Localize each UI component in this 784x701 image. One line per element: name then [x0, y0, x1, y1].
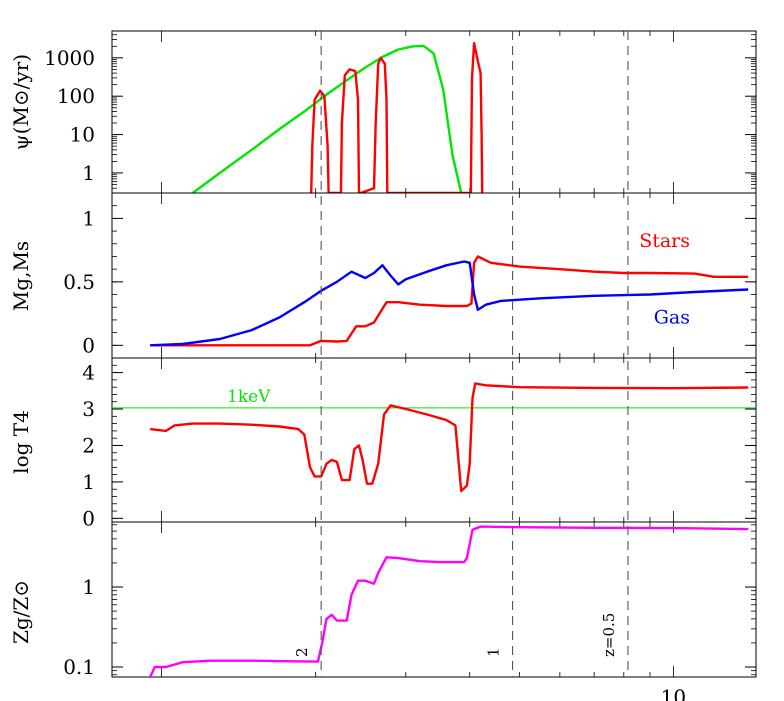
y-tick-label: 1000 [44, 46, 95, 70]
series-group-star-formation-rate [191, 42, 484, 193]
y-tick-label: 1 [82, 575, 95, 599]
y-tick-label: 0 [82, 333, 95, 357]
y-tick-label: 3 [82, 397, 95, 421]
redshift-marker-label: z=0.5 [600, 613, 618, 657]
panels: 1000100101ψ(M⊙/yr)10.50Mg,MsStarsGas4321… [9, 30, 757, 679]
mass-fractions-stars-line [150, 255, 749, 347]
redshift-marker-label: 1 [485, 647, 503, 657]
y-axis-label: Mg,Ms [9, 241, 33, 311]
y-tick-label: 2 [82, 433, 95, 457]
y-axis-label: ψ(M⊙/yr) [9, 54, 33, 150]
reference-line-label: 1keV [227, 387, 271, 407]
y-axis-label: log T4 [9, 410, 33, 474]
panel-metallicity: 1 0.1 Zg/Z⊙ [9, 521, 757, 679]
panel-temperature: 4 3 2 1 0 log T4 1keV [9, 357, 757, 530]
y-tick-label: 1 [82, 161, 95, 185]
y-tick-label: 100 [57, 84, 95, 108]
y-tick-label: 10 [70, 123, 95, 147]
series-group-metallicity [149, 525, 749, 677]
star-formation-rate-series-2-line [310, 42, 484, 193]
y-tick-label: 0.1 [63, 655, 95, 679]
panel-star-formation-rate: 1000 100 10 1 ψ(M⊙/yr) [9, 30, 757, 194]
series-group-mass-fractions [150, 255, 749, 347]
series-group-temperature [150, 382, 749, 493]
y-axis-label: Zg/Z⊙ [9, 580, 33, 644]
mass-fractions-gas-line [150, 260, 749, 347]
legend-label-stars: Stars [639, 230, 690, 252]
y-tick-label: 1 [82, 470, 95, 494]
temperature-series-1-line [150, 382, 749, 493]
y-tick-label: 0 [82, 506, 95, 530]
plot-frame-metallicity [111, 521, 757, 678]
x-axis: 10 [661, 685, 686, 701]
redshift-marker-label: 2 [293, 647, 311, 657]
y-tick-label: 1 [82, 206, 95, 230]
panel-mass-fractions: 1 0.5 0 Mg,Ms Stars Gas [9, 192, 757, 359]
redshift-markers: 2 1 z=0.5 [293, 31, 629, 677]
y-tick-label: 4 [82, 361, 95, 385]
y-tick-label: 0.5 [63, 270, 95, 294]
plot-frame-temperature [111, 357, 757, 523]
plot-frame-mass-fractions [111, 192, 757, 359]
star-formation-rate-series-1-line [191, 44, 463, 193]
x-tick-label: 10 [661, 685, 686, 701]
metallicity-series-1-line [149, 525, 749, 677]
legend-label-gas: Gas [654, 306, 690, 328]
